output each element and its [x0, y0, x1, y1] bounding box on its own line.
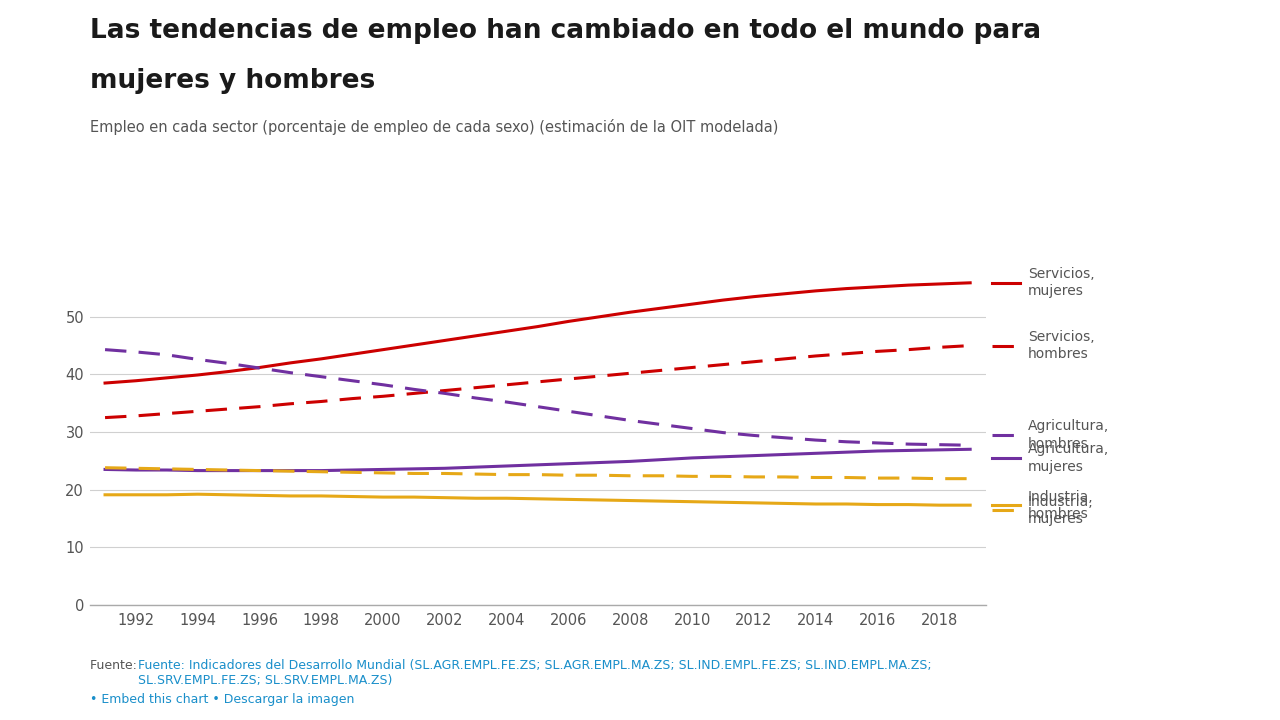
Text: Agricultura,
hombres: Agricultura, hombres: [1028, 419, 1108, 451]
Text: Empleo en cada sector (porcentaje de empleo de cada sexo) (estimación de la OIT : Empleo en cada sector (porcentaje de emp…: [90, 119, 778, 135]
Text: Industria,
mujeres: Industria, mujeres: [1028, 495, 1093, 526]
Text: Las tendencias de empleo han cambiado en todo el mundo para: Las tendencias de empleo han cambiado en…: [90, 18, 1041, 44]
Text: • Embed this chart • Descargar la imagen: • Embed this chart • Descargar la imagen: [90, 693, 355, 706]
Text: Agricultura,
mujeres: Agricultura, mujeres: [1028, 442, 1108, 474]
Text: Fuente:: Fuente:: [90, 659, 141, 672]
Text: Servicios,
mujeres: Servicios, mujeres: [1028, 267, 1094, 299]
Text: Fuente: Indicadores del Desarrollo Mundial (SL.AGR.EMPL.FE.ZS; SL.AGR.EMPL.MA.ZS: Fuente: Indicadores del Desarrollo Mundi…: [138, 659, 932, 687]
Text: Servicios,
hombres: Servicios, hombres: [1028, 330, 1094, 361]
Text: mujeres y hombres: mujeres y hombres: [90, 68, 375, 94]
Text: Industria,
hombres: Industria, hombres: [1028, 490, 1093, 521]
